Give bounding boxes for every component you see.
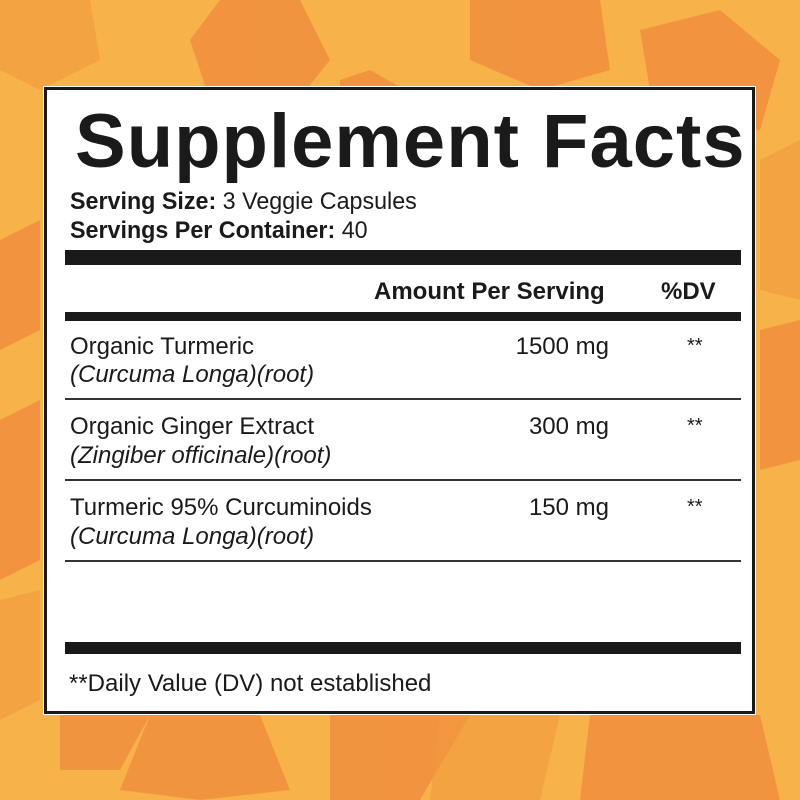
divider-thin — [65, 398, 741, 400]
ingredient-dv: ** — [687, 335, 703, 357]
supplement-facts-panel: Supplement Facts Serving Size: 3 Veggie … — [44, 87, 755, 714]
ingredient-source: (Curcuma Longa)(root) — [70, 523, 315, 550]
ingredient-amount: 1500 mg — [515, 333, 609, 360]
serving-size: Serving Size: 3 Veggie Capsules — [70, 188, 417, 216]
divider-thick — [65, 250, 741, 265]
panel-title: Supplement Facts — [75, 99, 746, 184]
serving-size-value: 3 Veggie Capsules — [222, 188, 417, 215]
ingredient-dv: ** — [687, 496, 703, 518]
ingredient-amount: 300 mg — [528, 413, 609, 440]
ingredient-name: Turmeric 95% Curcuminoids — [70, 494, 372, 521]
ingredient-source: (Curcuma Longa)(root) — [70, 361, 315, 388]
ingredient-name: Organic Ginger Extract — [70, 413, 315, 440]
servings-per-container-label: Servings Per Container: — [70, 217, 336, 244]
divider-thin — [65, 560, 741, 562]
ingredient-name: Organic Turmeric — [70, 333, 255, 360]
header-amount-per-serving: Amount Per Serving — [374, 278, 605, 305]
serving-size-label: Serving Size: — [70, 188, 217, 215]
header-dv: %DV — [661, 278, 716, 305]
divider-thick — [65, 642, 741, 654]
servings-per-container: Servings Per Container: 40 — [70, 217, 368, 245]
ingredient-source: (Zingiber officinale)(root) — [70, 442, 332, 469]
servings-per-container-value: 40 — [341, 217, 368, 244]
divider-thin — [65, 479, 741, 481]
footnote: **Daily Value (DV) not established — [69, 670, 432, 697]
ingredient-dv: ** — [687, 415, 703, 437]
ingredient-amount: 150 mg — [528, 494, 609, 521]
divider-thick — [65, 312, 741, 321]
